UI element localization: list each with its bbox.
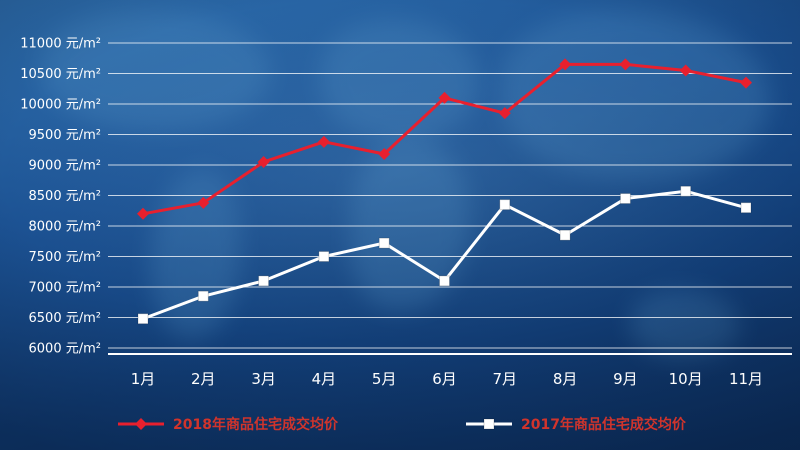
square-marker-icon (197, 290, 209, 302)
square-marker-icon (258, 275, 270, 287)
legend-label-2017: 2017年商品住宅成交均价 (520, 417, 686, 433)
square-marker-icon (680, 185, 692, 197)
square-series-marker-icon (465, 418, 512, 430)
square-marker-icon (439, 275, 450, 287)
map-continent-shape (350, 140, 470, 310)
square-marker-icon (499, 199, 511, 211)
diamond-marker-icon (317, 135, 330, 148)
legend-label-2018: 2018年商品住宅成交均价 (173, 417, 338, 433)
y-axis-tick-label: 9000 元/m² (29, 159, 101, 174)
x-axis-month-label: 3月 (251, 370, 276, 388)
y-axis-tick-label: 7500 元/m² (29, 250, 101, 265)
map-continent-shape (500, 10, 770, 180)
diamond-marker-icon (137, 207, 149, 220)
diamond-marker-icon (740, 76, 752, 89)
y-axis-tick-label: 6500 元/m² (29, 311, 101, 326)
y-axis-tick-label: 8000 元/m² (29, 220, 101, 235)
y-axis-tick-label: 10500 元/m² (20, 67, 101, 82)
series-line (141, 189, 748, 321)
x-axis-month-label: 5月 (372, 370, 397, 388)
diamond-marker-icon (498, 107, 511, 120)
square-marker-icon (318, 251, 330, 262)
square-marker-icon (740, 202, 752, 214)
y-axis-tick-label: 10000 元/m² (20, 98, 101, 113)
diamond-marker-icon (438, 91, 451, 104)
diamond-marker-icon (378, 148, 391, 161)
diamond-marker-icon (559, 58, 572, 71)
square-marker-icon (559, 229, 571, 241)
x-axis-month-label: 4月 (312, 370, 337, 388)
x-axis-month-label: 9月 (613, 370, 638, 388)
legend-item-2018: 2018年商品住宅成交均价 (118, 414, 338, 434)
y-axis-tick-label: 9500 元/m² (29, 128, 101, 143)
y-axis-tick-label: 6000 元/m² (29, 342, 101, 357)
square-marker-icon (378, 237, 390, 249)
legend-item-2017: 2017年商品住宅成交均价 (465, 414, 686, 434)
x-axis-month-label: 2月 (191, 370, 216, 388)
x-axis-month-label: 1月 (131, 370, 156, 388)
x-axis-month-label: 11月 (729, 370, 763, 388)
y-axis-tick-label: 8500 元/m² (29, 189, 101, 204)
diamond-marker-icon (197, 196, 210, 209)
diamond-marker-icon (619, 58, 632, 71)
x-axis-month-label: 7月 (493, 370, 518, 388)
y-axis-tick-label: 7000 元/m² (29, 281, 101, 296)
chart-legend: 2018年商品住宅成交均价 2017年商品住宅成交均价 (0, 408, 800, 440)
series-line (141, 62, 748, 216)
x-axis-month-label: 6月 (432, 370, 457, 388)
map-continent-shape (320, 20, 480, 140)
diamond-series-marker-icon (118, 418, 164, 430)
square-marker-icon (137, 313, 149, 325)
x-axis-month-label: 8月 (553, 370, 578, 388)
diamond-marker-icon (679, 64, 692, 77)
y-axis-tick-label: 11000 元/m² (20, 37, 101, 52)
diamond-marker-icon (257, 155, 270, 168)
map-continent-shape (40, 10, 270, 130)
x-axis-month-label: 10月 (669, 370, 703, 388)
square-marker-icon (619, 193, 631, 205)
